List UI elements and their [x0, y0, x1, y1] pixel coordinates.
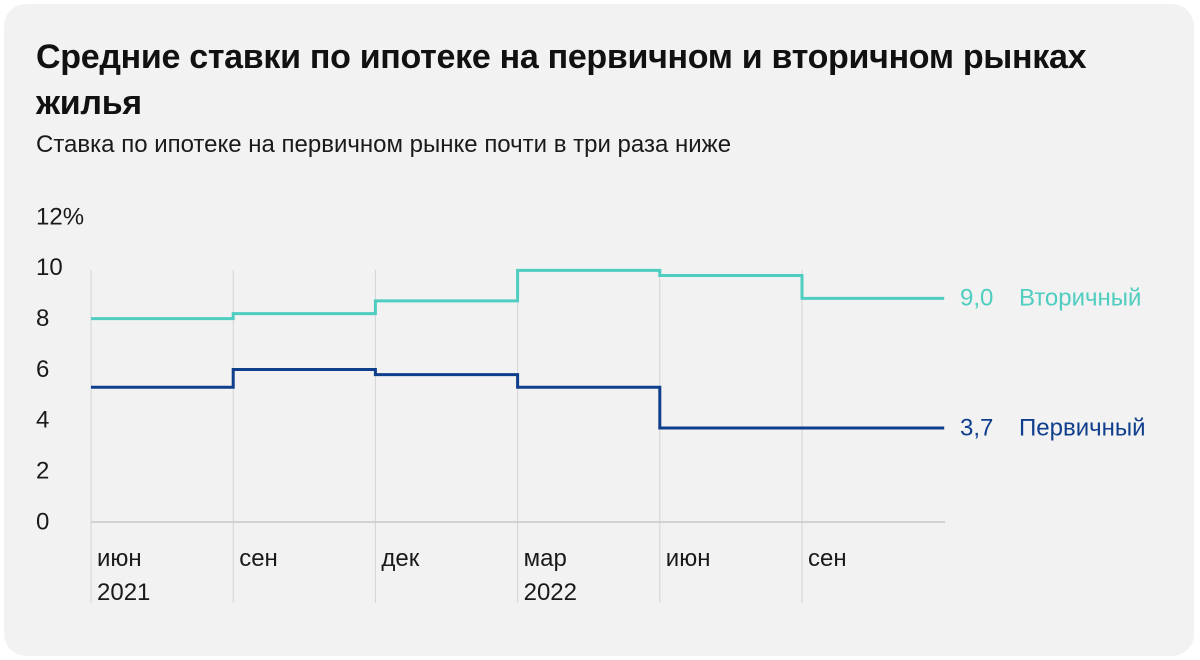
- y-tick-label: 2: [36, 458, 49, 485]
- y-tick-label: 12%: [36, 203, 84, 230]
- x-tick-year-label: 2022: [524, 579, 577, 606]
- x-tick-year-label: 2021: [97, 579, 150, 606]
- y-tick-label: 10: [36, 254, 63, 281]
- series-name-label: Вторичный: [1019, 285, 1141, 312]
- x-axis-ticks: июн 2021 сен дек мар 2022 июн сен: [97, 545, 847, 606]
- x-tick-label: сен: [239, 545, 278, 572]
- grid-lines: [90, 270, 945, 603]
- y-tick-label: 4: [36, 407, 49, 434]
- chart-title: Средние ставки по ипотеке на первичном и…: [36, 38, 1087, 122]
- x-tick-label: июн: [666, 545, 711, 572]
- x-tick-label: сен: [808, 545, 847, 572]
- x-tick-label: дек: [381, 545, 419, 572]
- series-end-value: 9,0: [960, 285, 993, 312]
- series-lines: [91, 268, 945, 430]
- x-tick-label: мар: [524, 545, 567, 572]
- y-tick-label: 0: [36, 508, 49, 535]
- series-end-value: 3,7: [960, 414, 993, 441]
- y-tick-label: 8: [36, 305, 49, 332]
- series-line-primary: [91, 368, 945, 430]
- chart-subtitle: Ставка по ипотеке на первичном рынке поч…: [36, 131, 732, 158]
- series-name-label: Первичный: [1019, 414, 1146, 441]
- end-labels: 9,0 Вторичный 3,7 Первичный: [960, 285, 1146, 442]
- y-axis-ticks: 12% 10 8 6 4 2 0: [36, 203, 84, 535]
- series-line-secondary: [91, 268, 945, 321]
- chart-card: [4, 4, 1194, 656]
- x-tick-label: июн: [97, 545, 142, 572]
- y-tick-label: 6: [36, 356, 49, 383]
